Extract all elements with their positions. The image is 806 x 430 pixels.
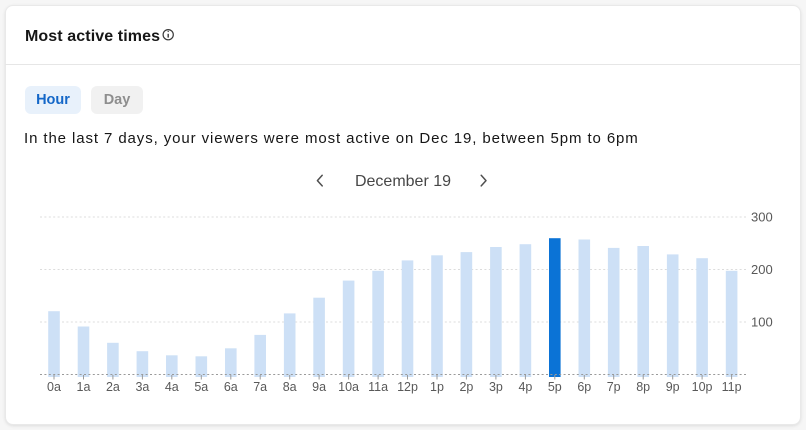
svg-text:5p: 5p [548, 380, 562, 394]
svg-text:10a: 10a [338, 380, 359, 394]
svg-text:6p: 6p [577, 380, 591, 394]
svg-text:7p: 7p [607, 380, 621, 394]
svg-text:300: 300 [751, 210, 773, 225]
svg-text:10p: 10p [692, 380, 713, 394]
svg-text:8p: 8p [636, 380, 650, 394]
svg-text:8a: 8a [283, 380, 297, 394]
svg-text:9a: 9a [312, 380, 326, 394]
svg-text:2p: 2p [459, 380, 473, 394]
svg-text:6a: 6a [224, 380, 238, 394]
svg-text:0a: 0a [47, 380, 61, 394]
svg-text:11p: 11p [722, 380, 742, 394]
svg-text:5a: 5a [194, 380, 208, 394]
svg-text:1p: 1p [430, 380, 444, 394]
svg-text:11a: 11a [368, 380, 388, 394]
svg-text:3a: 3a [135, 380, 149, 394]
svg-text:9p: 9p [666, 380, 680, 394]
svg-text:3p: 3p [489, 380, 503, 394]
svg-text:200: 200 [751, 262, 773, 277]
svg-text:12p: 12p [397, 380, 418, 394]
svg-text:4p: 4p [518, 380, 532, 394]
svg-text:4a: 4a [165, 380, 179, 394]
svg-text:2a: 2a [106, 380, 120, 394]
svg-text:7a: 7a [253, 380, 267, 394]
svg-text:100: 100 [751, 315, 773, 330]
svg-text:1a: 1a [77, 380, 91, 394]
